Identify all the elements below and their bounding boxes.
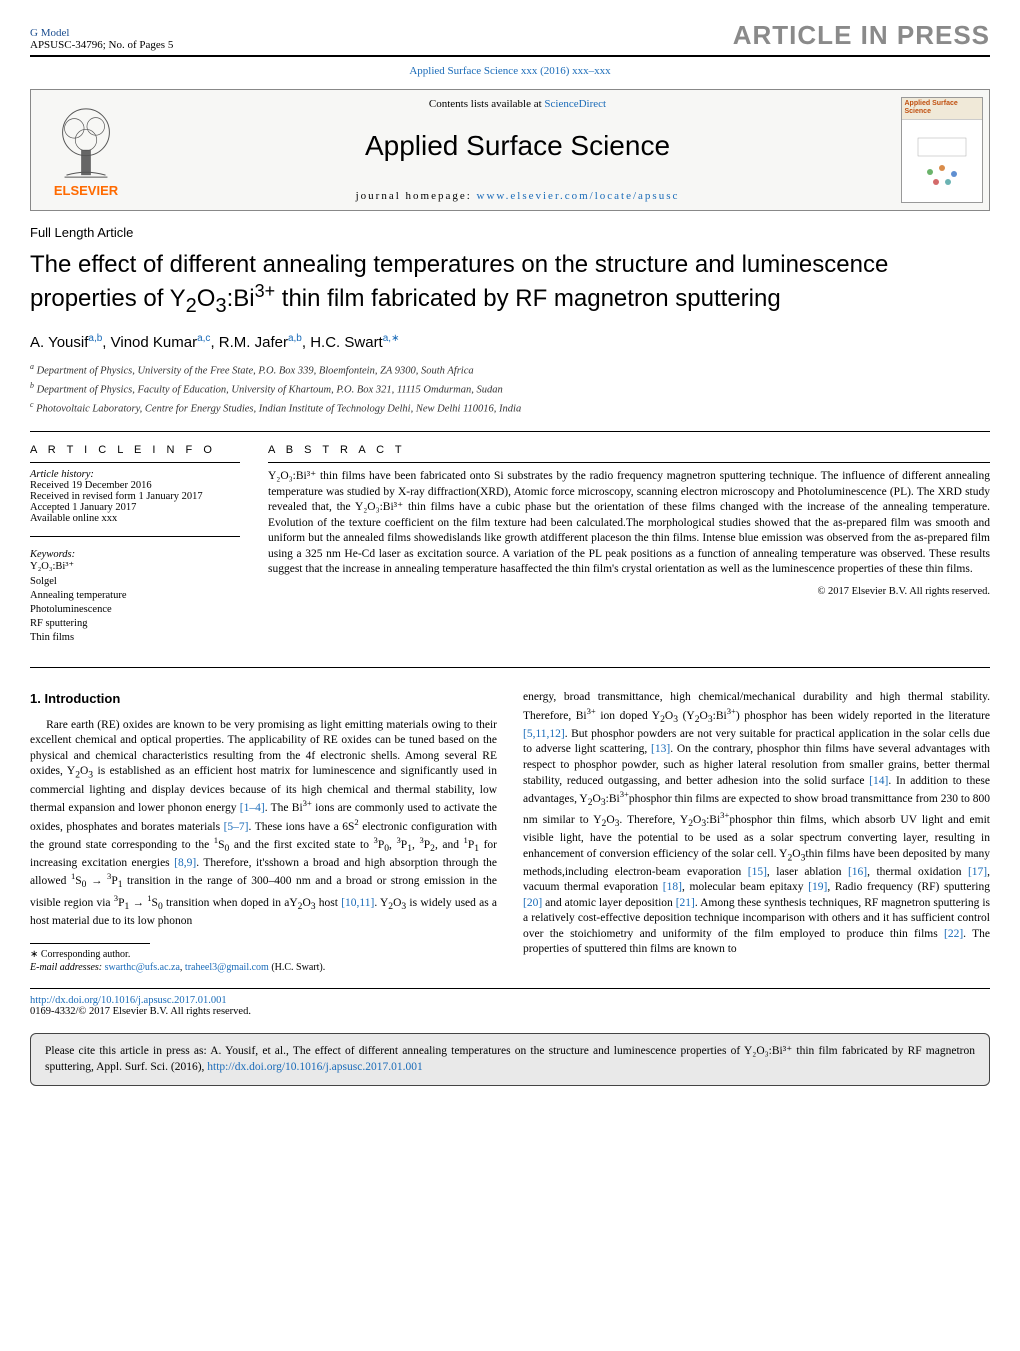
journal-header-block: ELSEVIER Contents lists available at Sci… — [30, 89, 990, 211]
abstract-copyright: © 2017 Elsevier B.V. All rights reserved… — [268, 586, 990, 597]
keyword-item: Solgel — [30, 575, 240, 589]
journal-reference-line: Applied Surface Science xxx (2016) xxx–x… — [30, 65, 990, 77]
affiliation-a: a Department of Physics, University of t… — [30, 361, 990, 379]
cover-art-icon — [912, 132, 972, 192]
homepage-line: journal homepage: www.elsevier.com/locat… — [149, 190, 886, 202]
info-rule — [30, 536, 240, 537]
cite-this-article-box: Please cite this article in press as: A.… — [30, 1033, 990, 1086]
email-link-1[interactable]: swarthc@ufs.ac.za — [105, 962, 180, 973]
citation-link[interactable]: [1–4] — [240, 802, 265, 814]
author-list: A. Yousifa,b, Vinod Kumara,c, R.M. Jafer… — [30, 333, 990, 351]
affiliation-c: c Photovoltaic Laboratory, Centre for En… — [30, 399, 990, 417]
title-mid2: :Bi — [227, 285, 255, 312]
header-middle: Contents lists available at ScienceDirec… — [141, 90, 894, 210]
article-code: APSUSC-34796; No. of Pages 5 — [30, 39, 173, 51]
journal-cover-thumbnail: Applied Surface Science — [894, 90, 989, 210]
keywords-list: Y₂O₃:Bi³⁺ Solgel Annealing temperature P… — [30, 560, 240, 645]
homepage-label: journal homepage: — [356, 190, 477, 202]
corresponding-label: ∗ Corresponding author. — [30, 948, 497, 961]
keyword-item: Y₂O₃:Bi³⁺ — [30, 560, 240, 574]
abstract-text: Y₂O₃:Bi³⁺ thin films have been fabricate… — [268, 469, 990, 578]
citation-link[interactable]: [16] — [848, 866, 867, 878]
citation-link[interactable]: [17] — [968, 866, 987, 878]
citation-link[interactable]: [10,11] — [341, 896, 374, 908]
cite-text: Please cite this article in press as: A.… — [45, 1045, 975, 1073]
citation-link[interactable]: [18] — [663, 881, 682, 893]
title-sup: 3+ — [255, 281, 276, 301]
homepage-url-link[interactable]: www.elsevier.com/locate/apsusc — [477, 190, 680, 202]
corresponding-footnote: ∗ Corresponding author. E-mail addresses… — [30, 948, 497, 974]
section-rule — [30, 667, 990, 668]
contents-lists-text: Contents lists available at — [429, 98, 544, 110]
citation-link[interactable]: [19] — [808, 881, 827, 893]
history-item: Received 19 December 2016 — [30, 480, 240, 491]
elsevier-brand-text: ELSEVIER — [54, 183, 118, 198]
elsevier-tree-icon — [47, 103, 125, 181]
citation-link[interactable]: [13] — [651, 743, 670, 755]
article-title: The effect of different annealing temper… — [30, 250, 990, 319]
author-1: A. Yousif — [30, 334, 88, 351]
author-2-aff[interactable]: a,c — [197, 333, 210, 344]
citation-link[interactable]: [15] — [748, 866, 767, 878]
history-item: Received in revised form 1 January 2017 — [30, 491, 240, 502]
keyword-item: Photoluminescence — [30, 603, 240, 617]
contents-lists-line: Contents lists available at ScienceDirec… — [149, 98, 886, 110]
info-abstract-row: A R T I C L E I N F O Article history: R… — [30, 431, 990, 645]
intro-heading: 1. Introduction — [30, 690, 497, 708]
title-mid1: O — [197, 285, 216, 312]
intro-paragraph-1: Rare earth (RE) oxides are known to be v… — [30, 718, 497, 929]
author-4-aff[interactable]: a,∗ — [383, 333, 400, 344]
keyword-item: Thin films — [30, 631, 240, 645]
author-1-aff[interactable]: a,b — [88, 333, 102, 344]
info-rule — [30, 462, 240, 463]
history-item: Accepted 1 January 2017 — [30, 502, 240, 513]
citation-link[interactable]: [5–7] — [224, 820, 249, 832]
citation-link[interactable]: [14] — [869, 775, 888, 787]
article-type-label: Full Length Article — [30, 225, 990, 240]
title-sub2: 3 — [215, 295, 226, 317]
article-info-head: A R T I C L E I N F O — [30, 444, 240, 456]
email-link-2[interactable]: traheel3@gmail.com — [185, 962, 269, 973]
doi-link[interactable]: http://dx.doi.org/10.1016/j.apsusc.2017.… — [30, 995, 227, 1006]
citation-link[interactable]: [20] — [523, 897, 542, 909]
citation-link[interactable]: [5,11,12] — [523, 728, 565, 740]
elsevier-logo: ELSEVIER — [31, 90, 141, 210]
sciencedirect-link[interactable]: ScienceDirect — [544, 98, 606, 110]
issn-copyright: 0169-4332/© 2017 Elsevier B.V. All right… — [30, 1006, 990, 1017]
cover-box: Applied Surface Science — [901, 97, 983, 203]
author-3: R.M. Jafer — [219, 334, 288, 351]
affiliation-list: a Department of Physics, University of t… — [30, 361, 990, 418]
author-3-aff[interactable]: a,b — [288, 333, 302, 344]
abstract-head: A B S T R A C T — [268, 444, 990, 456]
title-sub1: 2 — [186, 295, 197, 317]
journal-name: Applied Surface Science — [149, 130, 886, 162]
history-item: Available online xxx — [30, 513, 240, 524]
abstract-rule — [268, 462, 990, 463]
citation-link[interactable]: [21] — [676, 897, 695, 909]
cover-title: Applied Surface Science — [902, 98, 982, 120]
g-model-block: G Model APSUSC-34796; No. of Pages 5 — [30, 27, 173, 51]
footnote-separator — [30, 943, 150, 944]
intro-paragraph-2: energy, broad transmittance, high chemic… — [523, 690, 990, 958]
history-label: Article history: — [30, 469, 240, 480]
g-model-label: G Model — [30, 27, 173, 39]
abstract-column: A B S T R A C T Y₂O₃:Bi³⁺ thin films hav… — [268, 444, 990, 645]
author-2: Vinod Kumar — [111, 334, 197, 351]
body-two-column: 1. Introduction Rare earth (RE) oxides a… — [30, 690, 990, 974]
cite-doi-link[interactable]: http://dx.doi.org/10.1016/j.apsusc.2017.… — [207, 1061, 422, 1073]
email-line: E-mail addresses: swarthc@ufs.ac.za, tra… — [30, 961, 497, 974]
keyword-item: RF sputtering — [30, 617, 240, 631]
article-info-column: A R T I C L E I N F O Article history: R… — [30, 444, 240, 645]
keywords-label: Keywords: — [30, 549, 240, 560]
article-in-press-banner: ARTICLE IN PRESS — [733, 20, 990, 51]
doi-footer: http://dx.doi.org/10.1016/j.apsusc.2017.… — [30, 988, 990, 1017]
title-part-post: thin film fabricated by RF magnetron spu… — [275, 285, 781, 312]
citation-link[interactable]: [22] — [944, 928, 963, 940]
affiliation-b: b Department of Physics, Faculty of Educ… — [30, 380, 990, 398]
author-4: H.C. Swart — [310, 334, 383, 351]
citation-link[interactable]: [8,9] — [174, 857, 196, 869]
keyword-item: Annealing temperature — [30, 589, 240, 603]
top-bar: G Model APSUSC-34796; No. of Pages 5 ART… — [30, 20, 990, 57]
